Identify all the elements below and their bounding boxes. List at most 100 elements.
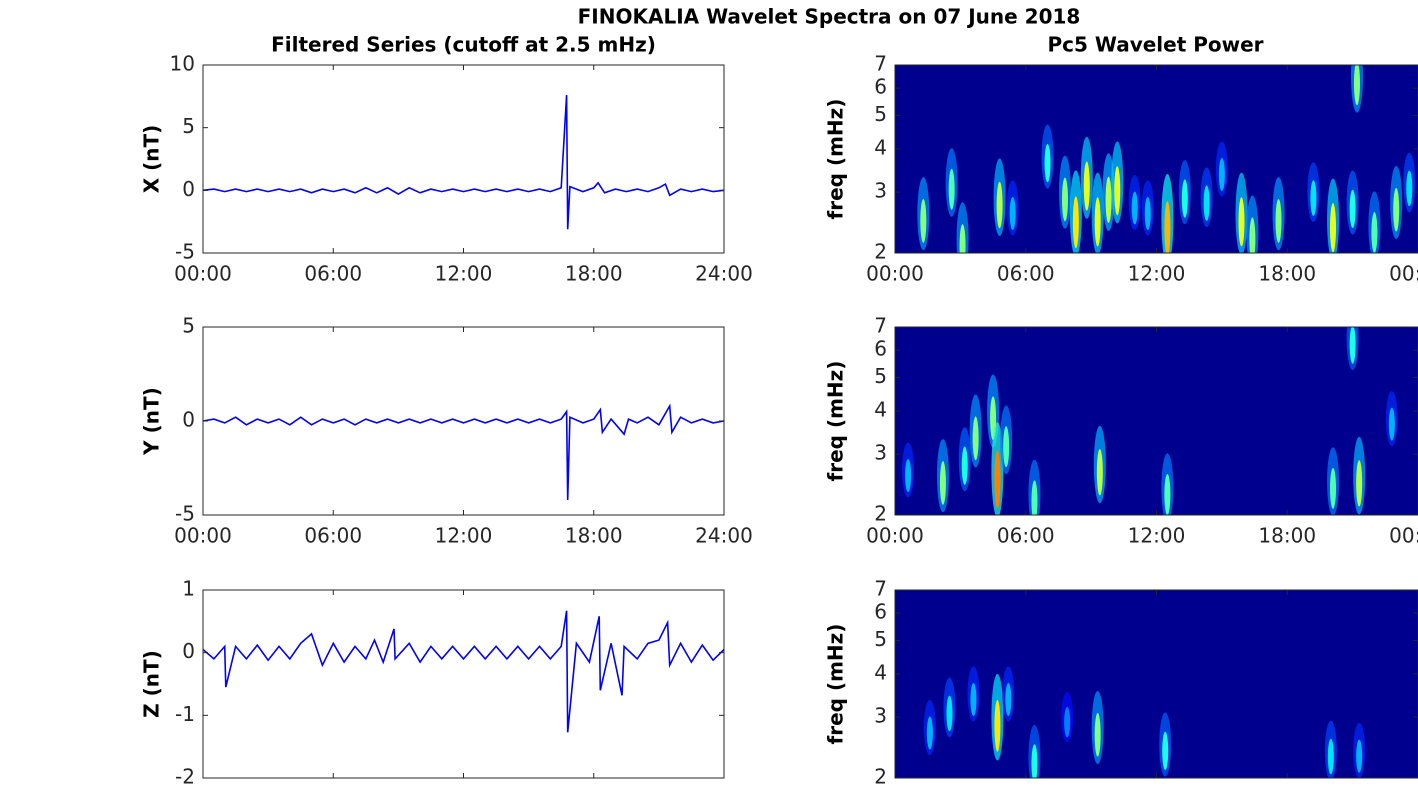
power-core xyxy=(994,699,1001,752)
power-core xyxy=(1094,197,1101,247)
y-tick-label: -5 xyxy=(175,502,195,526)
y-tick-label: -2 xyxy=(175,765,195,788)
y-tick-label: 7 xyxy=(874,52,887,76)
plot-area xyxy=(902,327,1398,515)
plot-area xyxy=(203,95,724,230)
y-tick-label: 2 xyxy=(874,240,887,264)
y-tick-label: 2 xyxy=(874,502,887,526)
y-tick-label: 4 xyxy=(874,397,887,421)
power-core xyxy=(1083,161,1090,211)
power-core xyxy=(1003,426,1010,468)
power-core xyxy=(1005,683,1012,717)
y-axis-label: Y (nT) xyxy=(140,387,164,456)
power-core xyxy=(1406,170,1413,207)
x-tick-label: 12:00 xyxy=(1128,524,1186,548)
y-axis-label: freq (mHz) xyxy=(824,99,848,220)
power-core xyxy=(905,458,912,492)
y-tick-label: 5 xyxy=(874,627,887,651)
y-tick-label: 5 xyxy=(874,364,887,388)
power-core xyxy=(1349,189,1356,229)
power-core xyxy=(972,416,979,461)
x-tick-label: 24:00 xyxy=(695,524,753,548)
y-tick-label: 10 xyxy=(170,52,195,76)
x-tick-label: 00:00 xyxy=(1389,524,1418,548)
y-tick-label: -1 xyxy=(175,702,195,726)
power-core xyxy=(926,716,933,750)
power-core xyxy=(1164,201,1171,253)
x-tick-label: 06:00 xyxy=(997,524,1055,548)
y-tick-label: 5 xyxy=(182,114,195,138)
y-tick-label: 3 xyxy=(874,179,887,203)
x-tick-label: 18:00 xyxy=(1258,262,1316,286)
power-core xyxy=(1203,185,1210,222)
x-tick-label: 24:00 xyxy=(695,262,753,286)
y-tick-label: 0 xyxy=(182,177,195,201)
y-tick-label: -5 xyxy=(175,240,195,264)
power-core xyxy=(1061,177,1068,222)
x-tick-label: 00:00 xyxy=(174,524,232,548)
plot-area xyxy=(203,403,724,501)
power-core xyxy=(994,450,1001,509)
plot-area xyxy=(917,65,1416,253)
y-tick-label: 3 xyxy=(874,704,887,728)
y-tick-label: 6 xyxy=(874,75,887,99)
y-tick-label: 6 xyxy=(874,600,887,624)
power-core xyxy=(948,168,955,210)
power-core xyxy=(1275,199,1282,243)
x-tick-label: 18:00 xyxy=(1258,524,1316,548)
y-tick-label: 5 xyxy=(874,102,887,126)
power-core xyxy=(1144,196,1151,230)
figure-title: FINOKALIA Wavelet Spectra on 07 June 201… xyxy=(578,5,1081,29)
power-core xyxy=(1162,731,1169,771)
plot-area xyxy=(203,610,724,733)
x-tick-label: 06:00 xyxy=(304,524,362,548)
power-core xyxy=(1094,712,1101,757)
power-core xyxy=(1330,203,1337,253)
power-core xyxy=(1327,738,1334,775)
power-core xyxy=(1131,191,1138,225)
x-tick-label: 12:00 xyxy=(435,524,493,548)
power-core xyxy=(1072,196,1079,249)
y-tick-label: 6 xyxy=(874,337,887,361)
x-tick-label: 12:00 xyxy=(1128,262,1186,286)
power-core xyxy=(1356,739,1363,773)
plot-frame xyxy=(202,64,725,254)
power-core xyxy=(1114,166,1121,216)
power-core xyxy=(959,224,966,253)
x-tick-label: 00:00 xyxy=(866,262,924,286)
x-tick-label: 18:00 xyxy=(565,262,623,286)
y-tick-label: 0 xyxy=(182,639,195,663)
power-core xyxy=(1238,197,1245,247)
power-core xyxy=(1388,407,1395,441)
x-tick-label: 00:00 xyxy=(174,262,232,286)
y-axis-label: freq (mHz) xyxy=(824,624,848,745)
plot-background xyxy=(895,65,1418,253)
power-core xyxy=(1349,327,1356,364)
plot-area xyxy=(923,666,1366,778)
power-core xyxy=(1096,449,1103,496)
y-tick-label: 7 xyxy=(874,577,887,601)
power-core xyxy=(1310,180,1317,216)
y-tick-label: 0 xyxy=(182,408,195,432)
y-tick-label: 4 xyxy=(874,660,887,684)
power-core xyxy=(961,446,968,485)
series-line xyxy=(203,403,724,501)
x-tick-label: 00:00 xyxy=(866,524,924,548)
power-core xyxy=(1249,217,1256,253)
series-line xyxy=(203,95,724,230)
x-tick-label: 00:00 xyxy=(1389,262,1418,286)
x-tick-label: 06:00 xyxy=(997,262,1055,286)
y-tick-label: 7 xyxy=(874,314,887,338)
power-core xyxy=(1164,473,1171,515)
power-core xyxy=(1353,65,1360,106)
x-tick-label: 18:00 xyxy=(565,524,623,548)
panel-title: Filtered Series (cutoff at 2.5 mHz) xyxy=(271,33,656,57)
power-core xyxy=(1356,460,1363,507)
y-axis-label: freq (mHz) xyxy=(824,361,848,482)
series-line xyxy=(203,610,724,733)
x-tick-label: 06:00 xyxy=(304,262,362,286)
power-core xyxy=(996,181,1003,229)
power-core xyxy=(1371,211,1378,253)
power-core xyxy=(1009,196,1016,230)
